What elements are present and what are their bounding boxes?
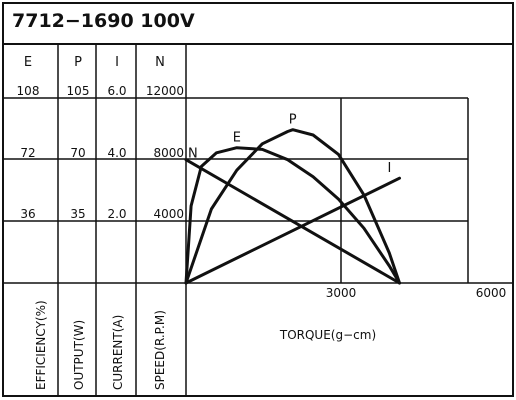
header-speed: N xyxy=(155,55,165,70)
series-label-e: E xyxy=(233,131,241,146)
plot-grid xyxy=(3,97,513,284)
output-tick-label: 70 xyxy=(70,146,85,160)
current-axis-label: CURRENT(A) xyxy=(111,315,125,390)
series-line-n xyxy=(184,158,401,285)
series-label-n: N xyxy=(188,147,198,162)
x-tick-label: 3000 xyxy=(326,286,357,300)
current-tick-label: 6.0 xyxy=(107,84,126,98)
chart-border xyxy=(2,2,514,397)
chart-series-group: N I P E xyxy=(184,113,401,285)
output-tick-label: 35 xyxy=(70,207,85,221)
efficiency-tick-label: 36 xyxy=(20,207,35,221)
x-tick-label: 6000 xyxy=(476,286,507,300)
header-current: I xyxy=(115,55,119,70)
header-output: P xyxy=(74,55,82,70)
speed-tick-label: 4000 xyxy=(153,207,184,221)
efficiency-tick-label: 108 xyxy=(17,84,40,98)
current-tick-label: 2.0 xyxy=(107,207,126,221)
efficiency-tick-label: 72 xyxy=(20,146,35,160)
x-axis-label: TORQUE(g−cm) xyxy=(279,328,376,342)
speed-tick-label: 12000 xyxy=(146,84,184,98)
header-efficiency: E xyxy=(24,55,32,70)
series-line-e xyxy=(184,146,401,285)
series-line-p xyxy=(184,128,401,285)
efficiency-axis-label: EFFICIENCY(%) xyxy=(34,300,48,390)
output-tick-label: 105 xyxy=(67,84,90,98)
speed-tick-label: 8000 xyxy=(153,146,184,160)
series-label-p: P xyxy=(289,113,297,128)
series-label-i: I xyxy=(388,161,392,176)
output-axis-label: OUTPUT(W) xyxy=(72,320,86,390)
speed-axis-label: SPEED(R.P.M) xyxy=(153,310,167,390)
column-separators xyxy=(57,44,187,395)
chart-title: 7712−1690 100V xyxy=(12,10,195,32)
current-tick-label: 4.0 xyxy=(107,146,126,160)
